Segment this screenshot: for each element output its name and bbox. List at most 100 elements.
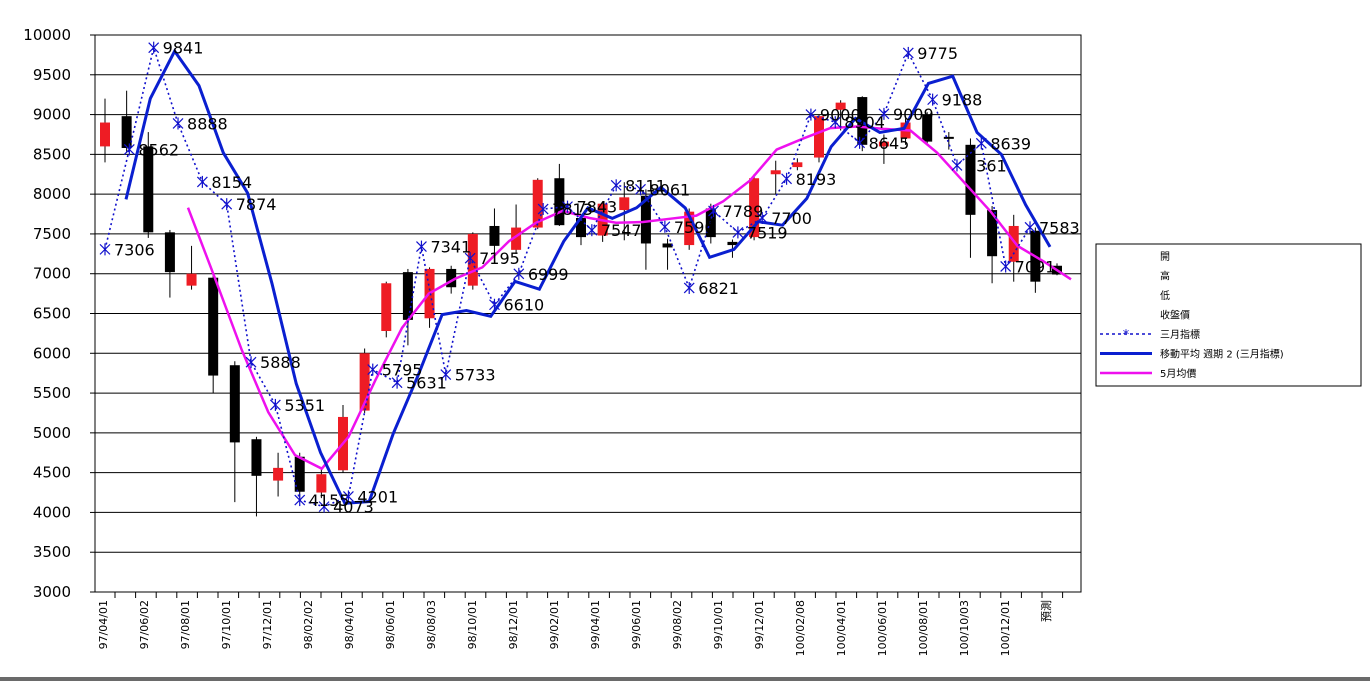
- candle-body: [402, 272, 413, 320]
- y-tick-label: 7500: [33, 225, 71, 243]
- candle-body: [511, 227, 522, 250]
- indicator-marker: [513, 267, 525, 280]
- x-tick-label: 99/06/01: [630, 600, 643, 649]
- data-label: 4155: [309, 491, 350, 510]
- legend-item: 低: [1160, 289, 1170, 302]
- y-tick-label: 10000: [23, 26, 71, 44]
- indicator-marker: [537, 203, 549, 216]
- indicator-marker: [1024, 221, 1036, 234]
- candle-body: [208, 277, 219, 376]
- candle: [835, 100, 846, 131]
- candle-body: [943, 136, 954, 139]
- candle-body: [619, 197, 630, 211]
- indicator-marker: [294, 494, 306, 507]
- candle-body: [381, 283, 392, 332]
- indicator-marker: [927, 93, 939, 106]
- x-tick-label: 99/02/01: [548, 600, 561, 649]
- data-label: 7700: [771, 209, 812, 228]
- candle-body: [164, 232, 175, 273]
- x-tick-label: 98/12/01: [507, 600, 520, 649]
- indicator-marker: [489, 298, 500, 311]
- x-tick-label: 100/06/01: [876, 600, 889, 656]
- x-tick-label: 97/06/02: [138, 600, 151, 649]
- indicator-marker: [245, 356, 257, 369]
- data-label: 8361: [966, 156, 1007, 175]
- x-tick-label: 99/10/01: [712, 600, 725, 649]
- candle: [554, 163, 565, 226]
- data-label: 7195: [479, 249, 520, 268]
- legend-item: * 三月指標: [1100, 328, 1200, 343]
- data-label: 7583: [1039, 218, 1080, 237]
- x-tick-label: 100/08/01: [917, 600, 930, 656]
- candle: [814, 114, 824, 163]
- candle-body: [273, 467, 284, 481]
- indicator-marker: [99, 243, 111, 256]
- candle: [792, 158, 803, 171]
- data-label: 7789: [723, 202, 764, 221]
- data-label: 7306: [114, 240, 155, 259]
- indicator-marker: [391, 376, 403, 389]
- candle-body: [229, 365, 240, 443]
- data-label: 8639: [990, 134, 1031, 153]
- candle-body: [640, 195, 651, 244]
- data-label: 7519: [747, 223, 788, 242]
- candle-body: [705, 208, 716, 238]
- x-tick-label: 99/12/01: [753, 600, 766, 649]
- candle: [878, 134, 889, 164]
- indicator-marker: [318, 500, 330, 513]
- candle-body: [835, 102, 846, 110]
- data-label: 8888: [187, 114, 228, 133]
- candle: [619, 182, 630, 241]
- data-label: 8904: [844, 113, 885, 132]
- candle: [705, 203, 716, 244]
- y-tick-label: 9500: [33, 66, 71, 84]
- x-tick-label: 99/04/01: [589, 600, 602, 649]
- candle: [640, 189, 651, 270]
- candle-body: [359, 353, 370, 411]
- data-label: 4201: [357, 487, 398, 506]
- moving-average-line: [124, 48, 1052, 505]
- legend-label: 低: [1160, 289, 1170, 302]
- x-tick-label: 100/12/01: [999, 600, 1012, 656]
- data-label: 9188: [942, 91, 983, 110]
- candle-body: [143, 146, 154, 233]
- legend-item: 5月均價: [1100, 367, 1196, 380]
- candle: [489, 208, 500, 258]
- indicator-marker: [196, 175, 208, 188]
- indicator-marker: [975, 137, 987, 150]
- data-label: 5631: [406, 374, 447, 393]
- y-tick-label: 3000: [33, 583, 71, 601]
- indicator-marker: [805, 108, 817, 121]
- legend-item: 開: [1160, 251, 1170, 263]
- indicator-marker: [342, 490, 354, 503]
- candle-body: [792, 162, 803, 168]
- indicator-marker: [854, 136, 866, 149]
- data-labels: 7306 8562 9841 8888 8154 7874 5888 5351 41554073…: [114, 39, 1080, 517]
- candle: [208, 273, 219, 394]
- indicator-marker: [829, 116, 841, 129]
- legend-box: [1095, 243, 1362, 387]
- y-tick-label: 4500: [33, 464, 71, 482]
- candle-body: [100, 122, 110, 147]
- x-tick-label: 預測: [1039, 600, 1053, 622]
- candle: [316, 468, 327, 499]
- five-month-average-line: [186, 125, 1072, 471]
- candle: [164, 229, 175, 298]
- legend-label: 高: [1160, 270, 1170, 283]
- data-label: 7843: [577, 198, 618, 217]
- candle: [770, 160, 781, 195]
- indicator-marker: [683, 281, 695, 294]
- candle-body: [316, 474, 327, 493]
- data-label: 8645: [869, 134, 910, 153]
- data-label: 7547: [601, 221, 642, 240]
- indicator-marker: [440, 368, 452, 381]
- candle-body: [186, 273, 197, 286]
- candle: [273, 452, 284, 497]
- candle: [402, 268, 413, 346]
- y-tick-label: 8000: [33, 185, 71, 203]
- indicator-marker: [586, 224, 598, 237]
- legend-label: 三月指標: [1160, 328, 1200, 341]
